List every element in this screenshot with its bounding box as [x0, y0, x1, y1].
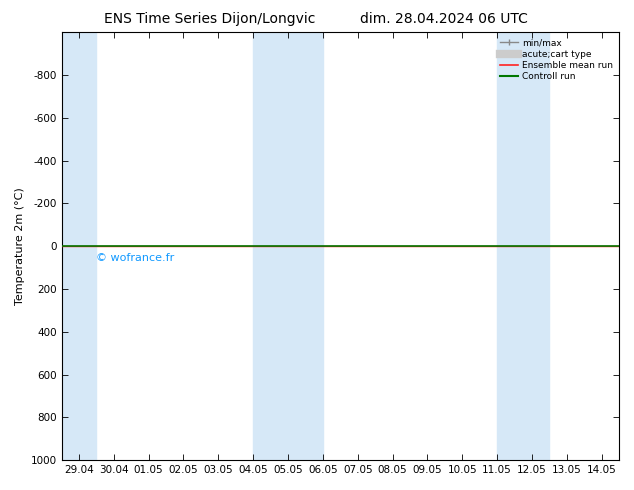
Text: ENS Time Series Dijon/Longvic: ENS Time Series Dijon/Longvic [103, 12, 315, 26]
Text: © wofrance.fr: © wofrance.fr [96, 252, 174, 263]
Bar [61, 32, 96, 460]
Y-axis label: Temperature 2m (°C): Temperature 2m (°C) [15, 187, 25, 305]
Bar [253, 32, 323, 460]
Legend: min/max, acute;cart type, Ensemble mean run, Controll run: min/max, acute;cart type, Ensemble mean … [498, 37, 614, 83]
Text: dim. 28.04.2024 06 UTC: dim. 28.04.2024 06 UTC [360, 12, 527, 26]
Bar [497, 32, 549, 460]
